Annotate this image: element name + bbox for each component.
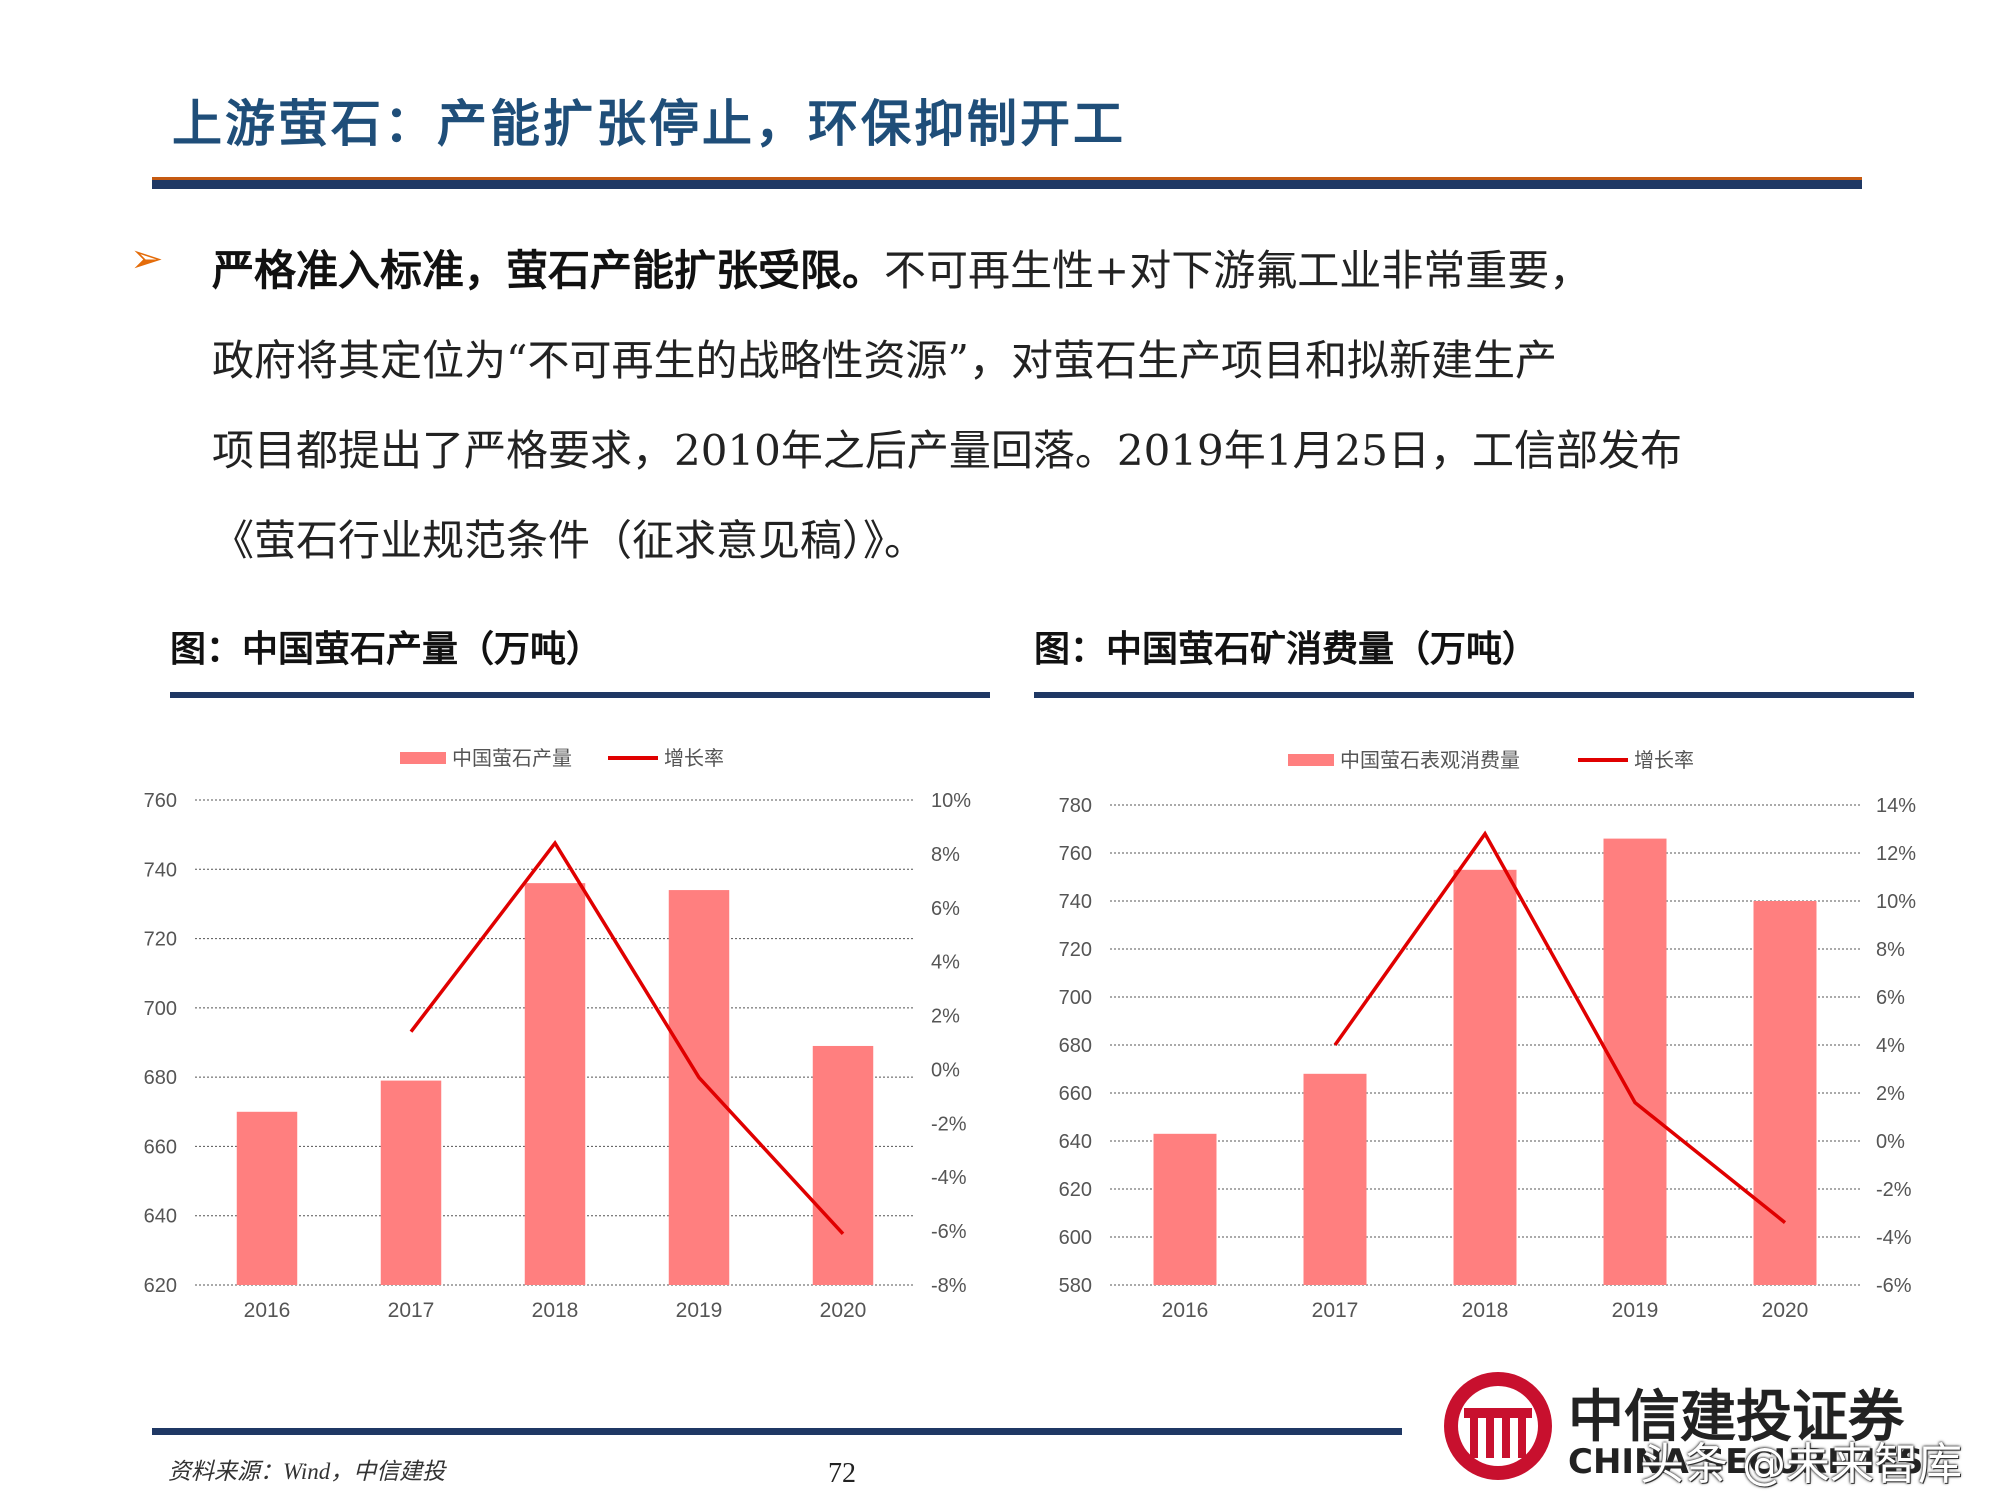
y-tick-label: 760 bbox=[144, 790, 177, 812]
paragraph-line-2: 政府将其定位为“不可再生的战略性资源”，对萤石生产项目和拟新建生产 bbox=[212, 336, 1557, 385]
bar bbox=[236, 1111, 298, 1285]
x-tick-label: 2019 bbox=[1612, 1299, 1659, 1322]
y-tick-label: 680 bbox=[144, 1067, 177, 1089]
y2-tick-label: -2% bbox=[1876, 1179, 1912, 1201]
growth-rate-line bbox=[1333, 830, 1787, 1224]
paragraph-line-1-rest: 不可再生性+对下游氟工业非常重要， bbox=[884, 246, 1592, 295]
growth-rate-line bbox=[409, 840, 845, 1235]
legend-bar-label: 中国萤石表观消费量 bbox=[1340, 749, 1520, 772]
bar bbox=[380, 1080, 442, 1285]
company-name: 中信建投证券 bbox=[1568, 1384, 1904, 1450]
paragraph-line-1: 严格准入标准，萤石产能扩张受限。不可再生性+对下游氟工业非常重要， bbox=[212, 226, 1902, 316]
y-tick-label: 640 bbox=[144, 1206, 177, 1228]
paragraph-line-3: 项目都提出了严格要求，2010年之后产量回落。2019年1月25日，工信部发布 bbox=[212, 426, 1682, 475]
x-tick-label: 2019 bbox=[676, 1299, 723, 1322]
consumption-chart: 580 600 620 640 660 680 700 720 740 760 780 -6% -4% -… bbox=[1059, 749, 1917, 1322]
y-tick-label: 600 bbox=[1059, 1227, 1092, 1249]
chart-1-title: 图：中国萤石产量（万吨） bbox=[170, 629, 603, 670]
y2-tick-label: 10% bbox=[1876, 891, 1916, 913]
y2-tick-label: 14% bbox=[1876, 795, 1916, 817]
bullet-arrow-icon: ➢ bbox=[130, 236, 164, 282]
title-divider bbox=[152, 177, 1862, 189]
bar bbox=[812, 1045, 874, 1285]
bar bbox=[1303, 1073, 1367, 1285]
bar bbox=[668, 890, 730, 1285]
y2-tick-label: 12% bbox=[1876, 843, 1916, 865]
y-tick-label: 660 bbox=[144, 1136, 177, 1158]
y-tick-label: 700 bbox=[1059, 987, 1092, 1009]
y2-tick-label: 0% bbox=[931, 1059, 960, 1081]
x-tick-label: 2020 bbox=[1762, 1299, 1809, 1322]
bar bbox=[1453, 869, 1517, 1285]
y-tick-label: 700 bbox=[144, 998, 177, 1020]
x-tick-label: 2020 bbox=[820, 1299, 867, 1322]
chart-2-divider bbox=[1034, 692, 1914, 698]
y-tick-label: 640 bbox=[1059, 1131, 1092, 1153]
x-tick-label: 2018 bbox=[1462, 1299, 1509, 1322]
x-tick-label: 2017 bbox=[1312, 1299, 1359, 1322]
y-tick-label: 660 bbox=[1059, 1083, 1092, 1105]
legend-bar-label: 中国萤石产量 bbox=[452, 747, 572, 770]
legend-bar-swatch bbox=[400, 752, 446, 764]
y2-tick-label: -4% bbox=[1876, 1227, 1912, 1249]
production-chart: 620 640 660 680 700 720 740 760 -8% -6% -4% -2% 0% 2%… bbox=[144, 747, 972, 1322]
y2-tick-label: 8% bbox=[931, 844, 960, 866]
y-tick-label: 740 bbox=[1059, 891, 1092, 913]
watermark: 头条 @未来智库 bbox=[1640, 1439, 1962, 1490]
x-tick-label: 2018 bbox=[532, 1299, 579, 1322]
y2-tick-label: 6% bbox=[931, 898, 960, 920]
bar bbox=[1753, 901, 1817, 1285]
y-tick-label: 680 bbox=[1059, 1035, 1092, 1057]
company-name-en: CHINA SECURITIES bbox=[1568, 1442, 1924, 1482]
x-tick-label: 2016 bbox=[1162, 1299, 1209, 1322]
x-tick-label: 2017 bbox=[388, 1299, 435, 1322]
bar bbox=[524, 883, 586, 1285]
y2-tick-label: 4% bbox=[1876, 1035, 1905, 1057]
y-tick-label: 740 bbox=[144, 859, 177, 881]
y2-tick-label: 2% bbox=[931, 1006, 960, 1028]
y2-tick-label: 2% bbox=[1876, 1083, 1905, 1105]
y-tick-label: 620 bbox=[1059, 1179, 1092, 1201]
y2-tick-label: 8% bbox=[1876, 939, 1905, 961]
x-tick-label: 2016 bbox=[244, 1299, 291, 1322]
y-tick-label: 620 bbox=[144, 1275, 177, 1297]
y-tick-label: 580 bbox=[1059, 1275, 1092, 1297]
page-number: 72 bbox=[828, 1458, 856, 1489]
legend-line-label: 增长率 bbox=[664, 747, 724, 770]
bar bbox=[1153, 1133, 1217, 1285]
legend-line-label: 增长率 bbox=[1634, 749, 1694, 772]
y-tick-label: 780 bbox=[1059, 795, 1092, 817]
y2-tick-label: -2% bbox=[931, 1113, 967, 1135]
y2-tick-label: -6% bbox=[1876, 1275, 1912, 1297]
y2-tick-label: 10% bbox=[931, 790, 971, 812]
y-tick-label: 760 bbox=[1059, 843, 1092, 865]
legend-bar-swatch bbox=[1288, 754, 1334, 766]
y2-tick-label: -4% bbox=[931, 1167, 967, 1189]
y2-tick-label: 6% bbox=[1876, 987, 1905, 1009]
y2-tick-label: 4% bbox=[931, 952, 960, 974]
page-title: 上游萤石：产能扩张停止，环保抑制开工 bbox=[172, 95, 1126, 153]
company-logo-icon bbox=[1444, 1372, 1552, 1480]
y2-tick-label: -6% bbox=[931, 1221, 967, 1243]
footer-divider bbox=[152, 1428, 1402, 1435]
y-tick-label: 720 bbox=[144, 929, 177, 951]
y-tick-label: 720 bbox=[1059, 939, 1092, 961]
chart-2-title: 图：中国萤石矿消费量（万吨） bbox=[1034, 629, 1539, 670]
paragraph-bold-lead: 严格准入标准，萤石产能扩张受限。 bbox=[212, 246, 885, 295]
chart-1-divider bbox=[170, 692, 990, 698]
summary-paragraph: 严格准入标准，萤石产能扩张受限。不可再生性+对下游氟工业非常重要， 政府将其定位… bbox=[212, 226, 1902, 586]
paragraph-line-4: 《萤石行业规范条件（征求意见稿）》。 bbox=[212, 516, 927, 565]
source-note: 资料来源：Wind，中信建投 bbox=[168, 1459, 446, 1484]
y2-tick-label: 0% bbox=[1876, 1131, 1905, 1153]
y2-tick-label: -8% bbox=[931, 1275, 967, 1297]
